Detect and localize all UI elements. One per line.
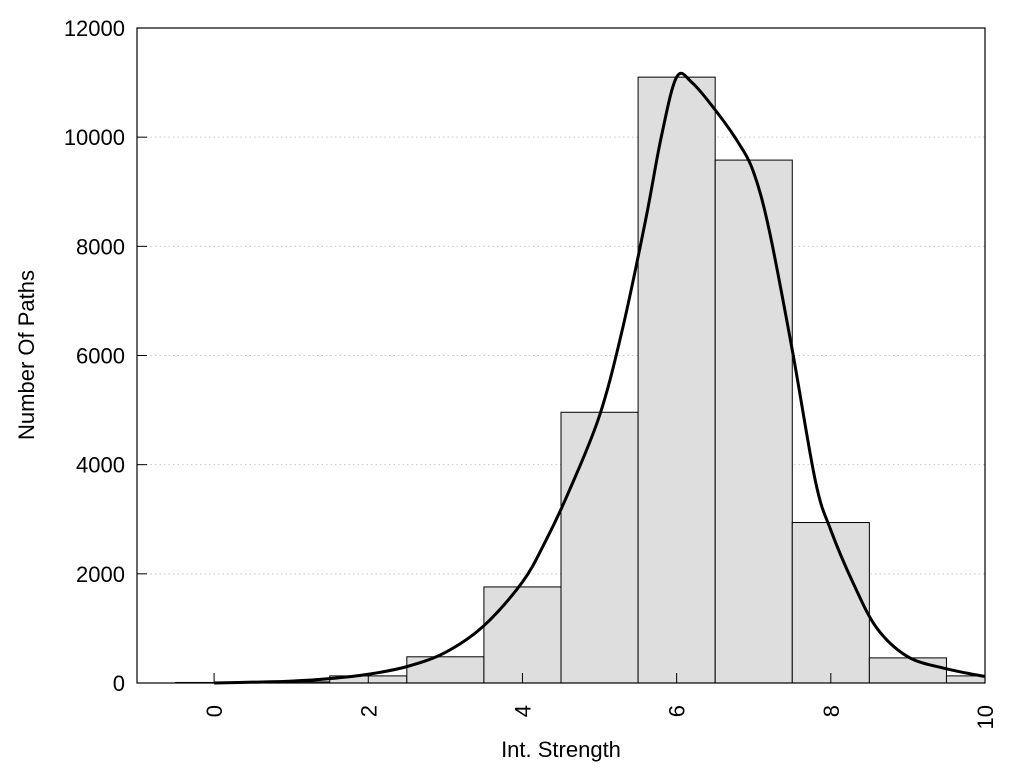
x-tick-label: 4 bbox=[510, 705, 535, 717]
histogram-bar bbox=[560, 411, 639, 684]
y-tick-label: 12000 bbox=[64, 16, 125, 41]
x-tick-label: 6 bbox=[665, 705, 690, 717]
y-tick-label: 4000 bbox=[76, 453, 125, 478]
density-curve bbox=[214, 71, 986, 685]
x-tick-label: 2 bbox=[356, 705, 381, 717]
x-axis-ticks: 0 2 4 6 8 10 bbox=[202, 673, 998, 729]
y-axis-label: Number Of Paths bbox=[14, 270, 39, 440]
x-tick-label: 8 bbox=[819, 705, 844, 717]
density-curve-layer bbox=[214, 71, 986, 685]
y-tick-label: 8000 bbox=[76, 234, 125, 259]
histogram-bar bbox=[483, 586, 562, 684]
histogram-bar bbox=[714, 159, 793, 684]
x-tick-label: 0 bbox=[202, 705, 227, 717]
y-tick-label: 10000 bbox=[64, 125, 125, 150]
x-tick-label: 10 bbox=[973, 705, 998, 729]
y-tick-label: 0 bbox=[113, 671, 125, 696]
y-tick-label: 6000 bbox=[76, 344, 125, 369]
y-axis-ticks: 0 2000 4000 6000 8000 10000 12000 bbox=[64, 16, 147, 696]
histogram-bar bbox=[945, 675, 986, 684]
histogram-bar bbox=[791, 522, 870, 684]
y-tick-label: 2000 bbox=[76, 562, 125, 587]
histogram-bar bbox=[406, 656, 485, 684]
histogram-bar bbox=[637, 76, 716, 684]
histogram-bars bbox=[175, 76, 986, 684]
x-axis-label: Int. Strength bbox=[501, 737, 621, 762]
histogram-bar bbox=[868, 657, 947, 684]
